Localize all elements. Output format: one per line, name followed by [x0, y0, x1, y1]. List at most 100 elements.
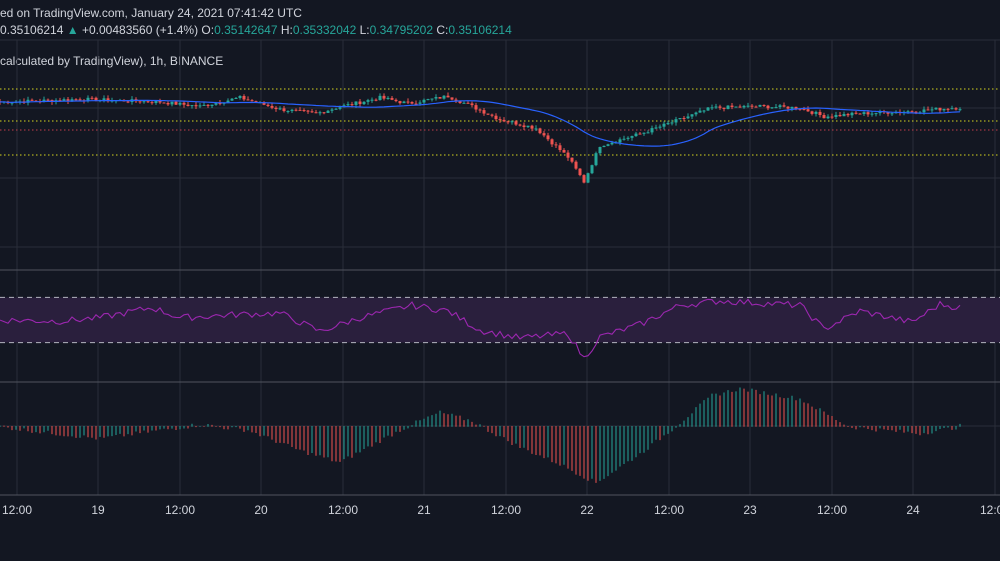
candle-body — [234, 97, 238, 99]
candle-body — [626, 137, 630, 139]
candle-body — [578, 168, 582, 176]
candle-body — [78, 99, 82, 101]
candle-body — [354, 101, 358, 105]
candle-body — [786, 106, 790, 109]
candle-body — [854, 112, 858, 114]
candle-body — [426, 99, 430, 101]
candle-body — [158, 100, 162, 103]
high-label: H: — [280, 23, 293, 37]
price-change: +0.00483560 (+1.4%) — [81, 23, 199, 37]
time-tick-label: 12:00 — [328, 503, 358, 517]
time-tick-label: 19 — [91, 503, 105, 517]
candle-body — [594, 153, 598, 166]
candle-body — [218, 103, 222, 105]
candle-body — [318, 112, 322, 114]
candle-body — [622, 138, 626, 140]
candle-body — [610, 142, 614, 145]
candle-body — [166, 102, 170, 105]
candle-body — [662, 123, 666, 127]
candle-body — [514, 121, 518, 125]
candle-body — [42, 99, 46, 102]
candle-body — [806, 109, 810, 112]
candle-body — [702, 110, 706, 112]
candle-body — [674, 119, 678, 123]
candle-body — [422, 99, 426, 103]
candle-body — [438, 97, 442, 99]
candle-body — [478, 109, 482, 111]
candle-body — [650, 128, 654, 133]
candle-body — [534, 128, 538, 130]
candle-body — [366, 100, 370, 102]
candle-body — [590, 165, 594, 174]
candle-body — [94, 97, 98, 102]
candle-body — [950, 108, 954, 110]
candle-body — [770, 107, 774, 109]
candle-body — [306, 110, 310, 112]
candle-body — [630, 136, 634, 138]
candle-body — [394, 99, 398, 102]
candle-body — [434, 97, 438, 99]
candle-body — [102, 98, 106, 101]
candle-body — [238, 95, 242, 98]
candle-body — [446, 95, 450, 98]
candle-body — [810, 111, 814, 114]
time-tick-label: 12:00 — [817, 503, 847, 517]
candle-body — [818, 111, 822, 115]
candle-body — [518, 124, 522, 126]
candle-body — [618, 139, 622, 143]
candle-body — [358, 101, 362, 105]
candle-body — [830, 116, 834, 118]
candle-body — [846, 114, 850, 116]
candle-body — [162, 102, 166, 104]
candle-body — [710, 107, 714, 109]
time-tick-label: 12:00 — [491, 503, 521, 517]
candle-body — [150, 102, 154, 104]
candle-body — [914, 111, 918, 113]
candle-body — [418, 102, 422, 104]
candle-body — [606, 144, 610, 146]
candle-body — [690, 114, 694, 117]
candle-body — [142, 101, 146, 103]
time-tick-label: 21 — [417, 503, 431, 517]
candle-body — [322, 112, 326, 114]
candle-body — [782, 105, 786, 107]
candle-body — [566, 152, 570, 158]
rsi-line — [0, 298, 961, 358]
candle-body — [598, 147, 602, 154]
candle-body — [906, 111, 910, 113]
candle-body — [510, 121, 514, 123]
candle-body — [230, 98, 234, 101]
candle-body — [858, 113, 862, 115]
grid-lines — [0, 39, 1000, 496]
time-tick-label: 12:00 — [165, 503, 195, 517]
candle-body — [454, 99, 458, 102]
candle-body — [30, 99, 34, 101]
candle-body — [938, 107, 942, 111]
candle-body — [302, 109, 306, 111]
candle-body — [386, 97, 390, 99]
candle-body — [694, 112, 698, 115]
time-tick-label: 12:00 — [980, 503, 1000, 517]
candle-body — [826, 116, 830, 119]
candle-body — [926, 109, 930, 111]
candle-body — [802, 108, 806, 110]
candle-body — [46, 99, 50, 101]
candle-body — [958, 109, 962, 111]
candle-body — [638, 133, 642, 135]
candle-body — [382, 95, 386, 99]
candle-body — [66, 99, 70, 101]
macd-panel — [0, 387, 1000, 483]
candle-body — [290, 109, 294, 112]
candle-body — [390, 97, 394, 100]
candle-body — [726, 105, 730, 109]
time-tick-label: 23 — [743, 503, 757, 517]
candle-body — [470, 103, 474, 106]
candle-body — [410, 102, 414, 104]
candle-body — [730, 105, 734, 107]
candle-body — [646, 132, 650, 134]
candle-body — [246, 99, 250, 101]
candle-body — [330, 109, 334, 111]
candle-body — [878, 111, 882, 114]
candle-body — [834, 114, 838, 118]
